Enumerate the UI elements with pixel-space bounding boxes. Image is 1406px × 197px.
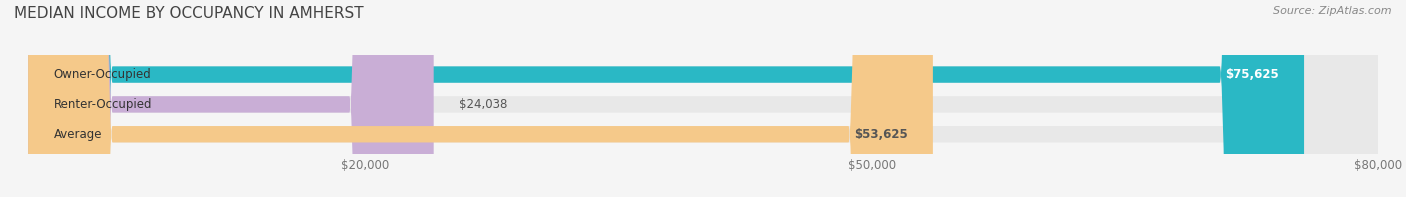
FancyBboxPatch shape — [28, 0, 433, 197]
FancyBboxPatch shape — [28, 0, 1378, 197]
Text: MEDIAN INCOME BY OCCUPANCY IN AMHERST: MEDIAN INCOME BY OCCUPANCY IN AMHERST — [14, 6, 364, 21]
Text: $75,625: $75,625 — [1225, 68, 1279, 81]
Text: $53,625: $53,625 — [853, 128, 908, 141]
FancyBboxPatch shape — [28, 0, 1378, 197]
Text: $24,038: $24,038 — [458, 98, 508, 111]
Text: Source: ZipAtlas.com: Source: ZipAtlas.com — [1274, 6, 1392, 16]
Text: Average: Average — [53, 128, 101, 141]
Text: Owner-Occupied: Owner-Occupied — [53, 68, 152, 81]
Text: Renter-Occupied: Renter-Occupied — [53, 98, 152, 111]
FancyBboxPatch shape — [28, 0, 1305, 197]
FancyBboxPatch shape — [28, 0, 1378, 197]
FancyBboxPatch shape — [28, 0, 934, 197]
